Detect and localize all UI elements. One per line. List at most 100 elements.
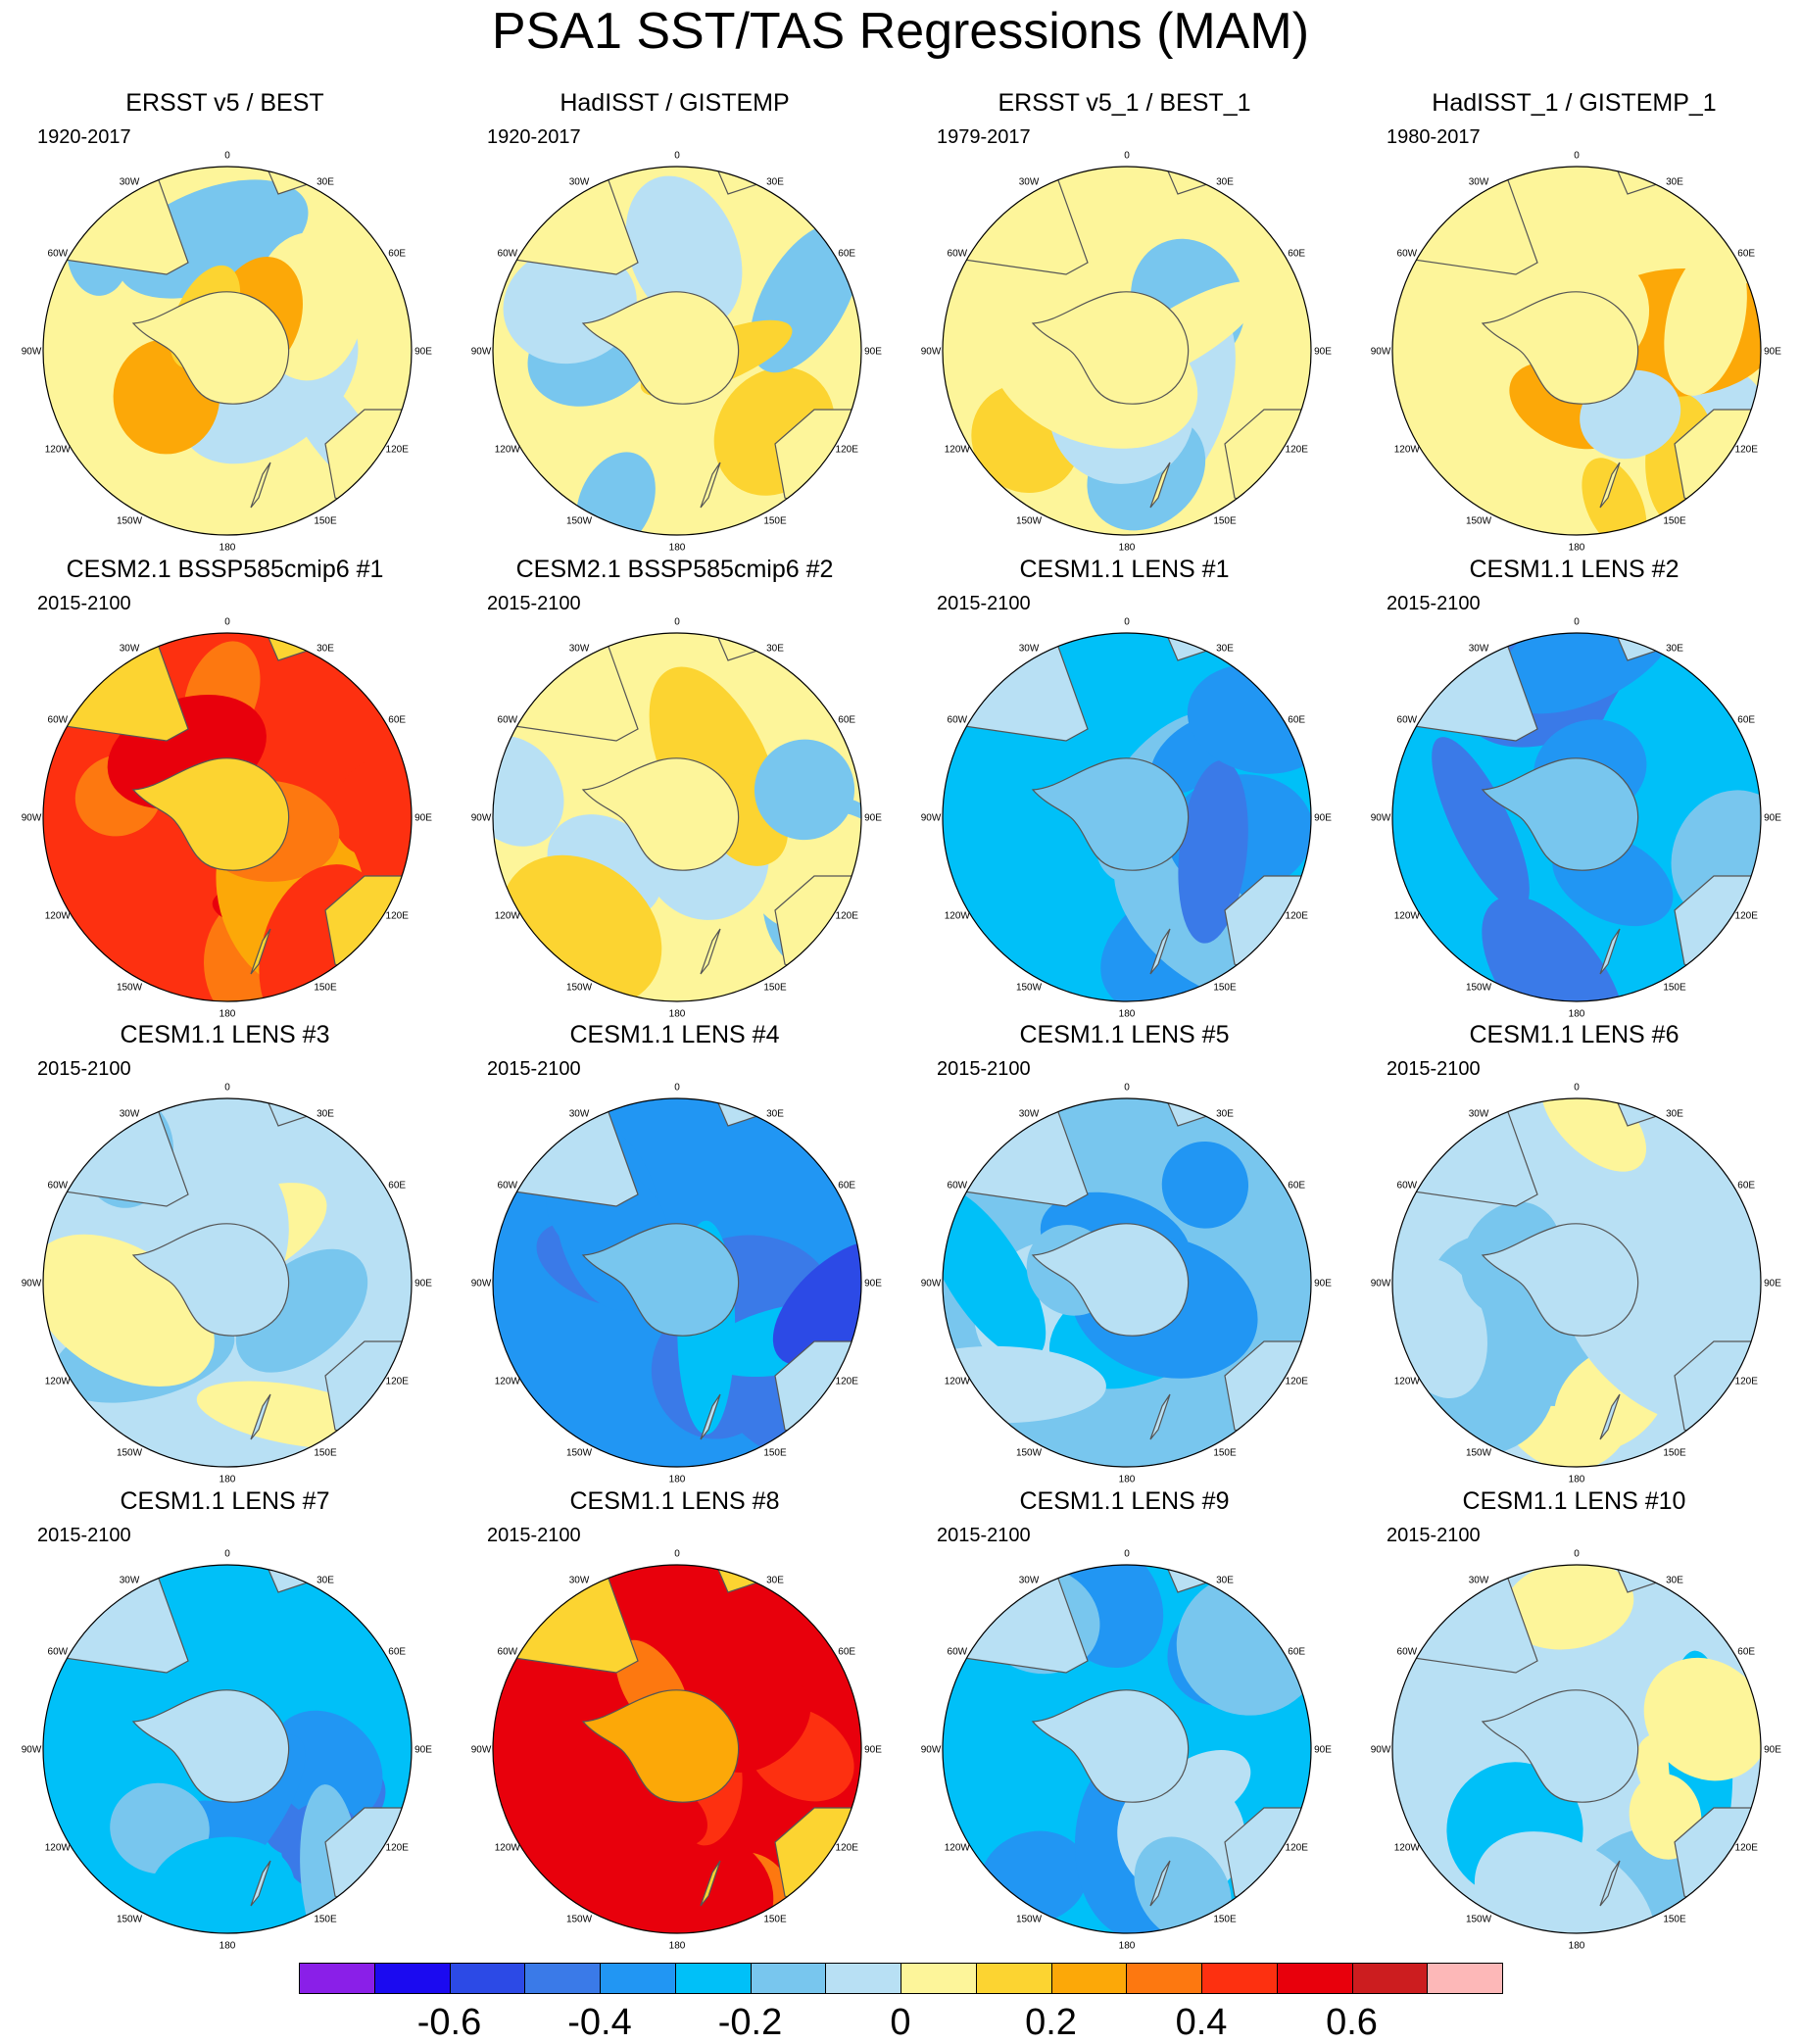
new-zealand-coastline [250, 1393, 271, 1440]
new-zealand-coastline [1149, 1860, 1171, 1907]
antarctica-coastline [131, 757, 290, 871]
longitude-label: 90E [864, 1279, 882, 1290]
antarctica-coastline [1481, 1689, 1639, 1803]
field-anomaly [1432, 737, 1530, 910]
longitude-label: 150W [566, 516, 593, 527]
longitude-label: 30W [120, 643, 140, 654]
panel-title: CESM1.1 LENS #6 [1469, 1021, 1679, 1048]
longitude-label: 150W [1466, 1448, 1492, 1459]
field-anomaly [333, 757, 412, 856]
map-panel: CESM1.1 LENS #9 2015-2100 0 30E 60E 90E 120E 15… [900, 1486, 1349, 1952]
polar-map: 0 30E 60E 90E 120E 150E 180 150W 120W 90W 60W 30W [471, 151, 883, 554]
new-zealand-coastline [700, 1860, 721, 1907]
longitude-label: 120W [1394, 445, 1421, 456]
longitude-label: 0 [1124, 1083, 1130, 1094]
antarctica-coastline [1031, 1223, 1190, 1337]
map-border [492, 1564, 862, 1934]
longitude-label: 30W [120, 1575, 140, 1585]
longitude-label: 90E [1764, 813, 1781, 824]
longitude-label: 120E [386, 1377, 410, 1387]
field-anomaly [1392, 1258, 1487, 1399]
polar-map: 0 30E 60E 90E 120E 150E 180 150W 120W 90W 60W 30W [22, 617, 433, 1020]
panel-period: 2015-2100 [37, 1525, 131, 1546]
map-panel: CESM1.1 LENS #8 2015-2100 0 30E 60E 90E 120E 15… [450, 1486, 900, 1952]
longitude-label: 150W [117, 1448, 143, 1459]
polar-map: 0 30E 60E 90E 120E 150E 180 150W 120W 90W 60W 30W [921, 1549, 1333, 1952]
longitude-label: 90W [921, 1745, 942, 1756]
longitude-label: 30E [316, 176, 334, 187]
longitude-label: 180 [669, 1009, 686, 1020]
longitude-label: 30E [1666, 643, 1683, 654]
colorbar-swatch [373, 1963, 451, 1994]
longitude-label: 60E [838, 249, 855, 260]
map-panel: CESM1.1 LENS #6 2015-2100 0 30E 60E 90E 120E 15… [1349, 1020, 1799, 1485]
longitude-label: 120W [945, 445, 971, 456]
longitude-label: 150E [763, 983, 787, 994]
longitude-label: 150E [1663, 1448, 1686, 1459]
longitude-label: 0 [674, 617, 680, 628]
longitude-label: 180 [219, 543, 236, 554]
longitude-label: 60E [1288, 1181, 1305, 1192]
longitude-label: 180 [669, 1475, 686, 1485]
longitude-label: 60E [1737, 249, 1755, 260]
panel-period: 1920-2017 [487, 126, 581, 148]
panel-period: 2015-2100 [37, 593, 131, 614]
map-border [492, 1097, 862, 1468]
longitude-label: 30W [1469, 176, 1489, 187]
longitude-label: 90E [414, 1279, 432, 1290]
panel-title: CESM1.1 LENS #1 [1019, 556, 1230, 583]
longitude-label: 30W [1019, 176, 1040, 187]
longitude-label: 120W [45, 1377, 72, 1387]
panel-title: CESM1.1 LENS #9 [1019, 1487, 1230, 1515]
map-panel: CESM1.1 LENS #1 2015-2100 0 30E 60E 90E 120E 15… [900, 555, 1349, 1020]
longitude-label: 0 [674, 151, 680, 162]
map-border [1391, 166, 1762, 536]
panel-title: HadISST / GISTEMP [560, 89, 790, 117]
longitude-label: 120E [1286, 1843, 1309, 1854]
panel-period: 2015-2100 [1387, 1058, 1481, 1080]
longitude-label: 60W [948, 1181, 968, 1192]
longitude-label: 90E [1764, 1745, 1781, 1756]
longitude-label: 150W [1016, 516, 1043, 527]
longitude-label: 60W [48, 715, 69, 726]
longitude-label: 150W [117, 1915, 143, 1925]
longitude-label: 60W [498, 1647, 518, 1658]
longitude-label: 0 [224, 151, 230, 162]
longitude-label: 150E [1663, 1915, 1686, 1925]
panel-period: 2015-2100 [37, 1058, 131, 1080]
panel-title: CESM2.1 BSSP585cmip6 #1 [66, 556, 384, 583]
panel-period: 1920-2017 [37, 126, 131, 148]
longitude-label: 90E [1314, 1279, 1332, 1290]
longitude-label: 60E [1737, 1647, 1755, 1658]
map-border [42, 632, 413, 1002]
longitude-label: 120W [945, 911, 971, 922]
longitude-label: 30W [569, 643, 590, 654]
field-anomaly [772, 1240, 861, 1366]
longitude-label: 0 [674, 1083, 680, 1094]
longitude-label: 60W [498, 249, 518, 260]
longitude-label: 90W [22, 1745, 42, 1756]
field-anomaly [149, 1836, 295, 1933]
longitude-label: 30W [120, 1108, 140, 1119]
map-border [492, 632, 862, 1002]
longitude-label: 150W [1016, 1448, 1043, 1459]
longitude-label: 60W [48, 249, 69, 260]
longitude-label: 120E [836, 1843, 859, 1854]
longitude-label: 90W [22, 1279, 42, 1290]
longitude-label: 120W [495, 911, 521, 922]
longitude-label: 90E [1764, 347, 1781, 358]
longitude-label: 60W [1397, 1647, 1418, 1658]
longitude-label: 120W [495, 445, 521, 456]
longitude-label: 90E [1314, 347, 1332, 358]
longitude-label: 90W [22, 347, 42, 358]
field-anomaly [493, 1693, 552, 1776]
longitude-label: 150E [763, 516, 787, 527]
longitude-label: 180 [219, 1009, 236, 1020]
longitude-label: 90W [1371, 347, 1391, 358]
map-panel: ERSST v5 / BEST 1920-2017 0 30E 60E 90E 120E 15… [0, 88, 450, 554]
longitude-label: 120W [945, 1377, 971, 1387]
panel-title: CESM1.1 LENS #5 [1019, 1021, 1230, 1048]
longitude-label: 180 [1569, 1009, 1585, 1020]
colorbar-swatch [1126, 1963, 1202, 1994]
antarctica-coastline [581, 757, 740, 871]
